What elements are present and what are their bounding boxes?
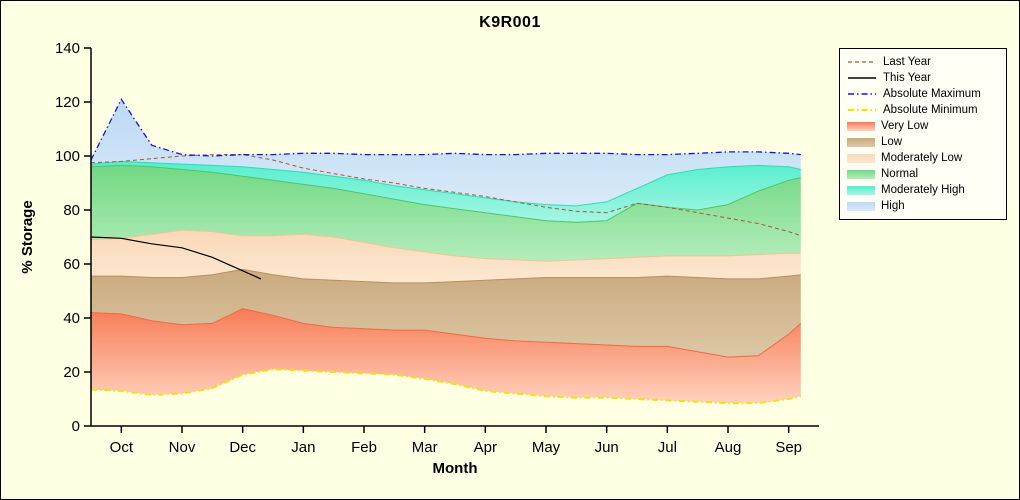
- legend-swatch-normal: [847, 169, 875, 179]
- y-tick-label: 20: [63, 364, 80, 381]
- band-high: [91, 99, 801, 206]
- x-tick-label: Feb: [351, 439, 377, 456]
- band-moderately-low: [91, 230, 801, 283]
- legend-swatch-moderately-low: [847, 153, 875, 163]
- legend-swatch-this-year: [848, 77, 876, 79]
- legend-label: Low: [881, 136, 903, 148]
- legend-item: Last Year: [847, 54, 999, 70]
- y-tick-label: 100: [55, 148, 80, 165]
- legend-swatch-absolute-minimum: [848, 108, 876, 112]
- legend-label: High: [881, 200, 905, 212]
- legend-label: Moderately Low: [881, 152, 963, 164]
- x-tick-label: Aug: [715, 439, 742, 456]
- y-tick-label: 140: [55, 40, 80, 57]
- legend-item: Low: [847, 134, 999, 150]
- x-tick-label: Nov: [169, 439, 196, 456]
- x-tick-label: Jun: [595, 439, 619, 456]
- x-axis-label: Month: [432, 460, 478, 477]
- x-tick-label: Jul: [658, 439, 677, 456]
- y-tick-label: 120: [55, 94, 80, 111]
- y-tick-label: 40: [63, 310, 80, 327]
- legend-label: Very Low: [881, 120, 929, 132]
- legend-label: Normal: [881, 168, 919, 180]
- legend-item: Absolute Maximum: [847, 86, 999, 102]
- x-tick-label: Sep: [775, 439, 802, 456]
- legend-swatch-low: [847, 137, 875, 147]
- legend-swatch-last-year: [848, 61, 876, 63]
- legend-swatch-absolute-maximum: [848, 93, 876, 95]
- legend-item: Very Low: [847, 118, 999, 134]
- line-absolute-maximum: [90, 98, 801, 161]
- legend-item: Absolute Minimum: [847, 102, 999, 118]
- line-this-year: [90, 236, 262, 280]
- y-tick-label: 80: [63, 202, 80, 219]
- legend-item: High: [847, 198, 999, 214]
- legend-label: Last Year: [883, 56, 931, 68]
- band-edge-low: [91, 268, 801, 284]
- legend-item: Normal: [847, 166, 999, 182]
- band-edge-moderately-high: [90, 160, 801, 207]
- band-moderately-high: [91, 161, 801, 223]
- legend-label: This Year: [883, 72, 931, 84]
- legend-label: Absolute Maximum: [883, 88, 981, 100]
- legend-item: Moderately High: [847, 182, 999, 198]
- legend-item: Moderately Low: [847, 150, 999, 166]
- band-very-low: [91, 308, 801, 404]
- band-low: [91, 269, 801, 358]
- chart-title: K9R001: [479, 14, 541, 31]
- band-edge-very-low: [90, 308, 802, 358]
- legend-swatch-very-low: [847, 121, 875, 131]
- y-tick-label: 60: [63, 256, 80, 273]
- line-absolute-minimum: [90, 368, 802, 405]
- x-tick-label: Apr: [474, 439, 497, 456]
- x-tick-label: Dec: [229, 439, 256, 456]
- y-tick-label: 0: [72, 418, 80, 435]
- legend-item: This Year: [847, 70, 999, 86]
- legend: Last Year This Year Absolute Maximum Absolu…: [839, 48, 1007, 220]
- legend-swatch-moderately-high: [847, 185, 875, 195]
- line-last-year: [90, 154, 801, 237]
- x-tick-label: Mar: [412, 439, 438, 456]
- band-edge-normal: [90, 164, 801, 223]
- band-normal: [91, 165, 801, 262]
- x-tick-label: Oct: [110, 439, 134, 456]
- x-tick-label: May: [532, 439, 561, 456]
- legend-swatch-high: [847, 201, 875, 211]
- band-edge-moderately-low: [90, 229, 801, 262]
- legend-label: Absolute Minimum: [883, 104, 978, 116]
- legend-label: Moderately High: [881, 184, 965, 196]
- x-tick-label: Jan: [291, 439, 315, 456]
